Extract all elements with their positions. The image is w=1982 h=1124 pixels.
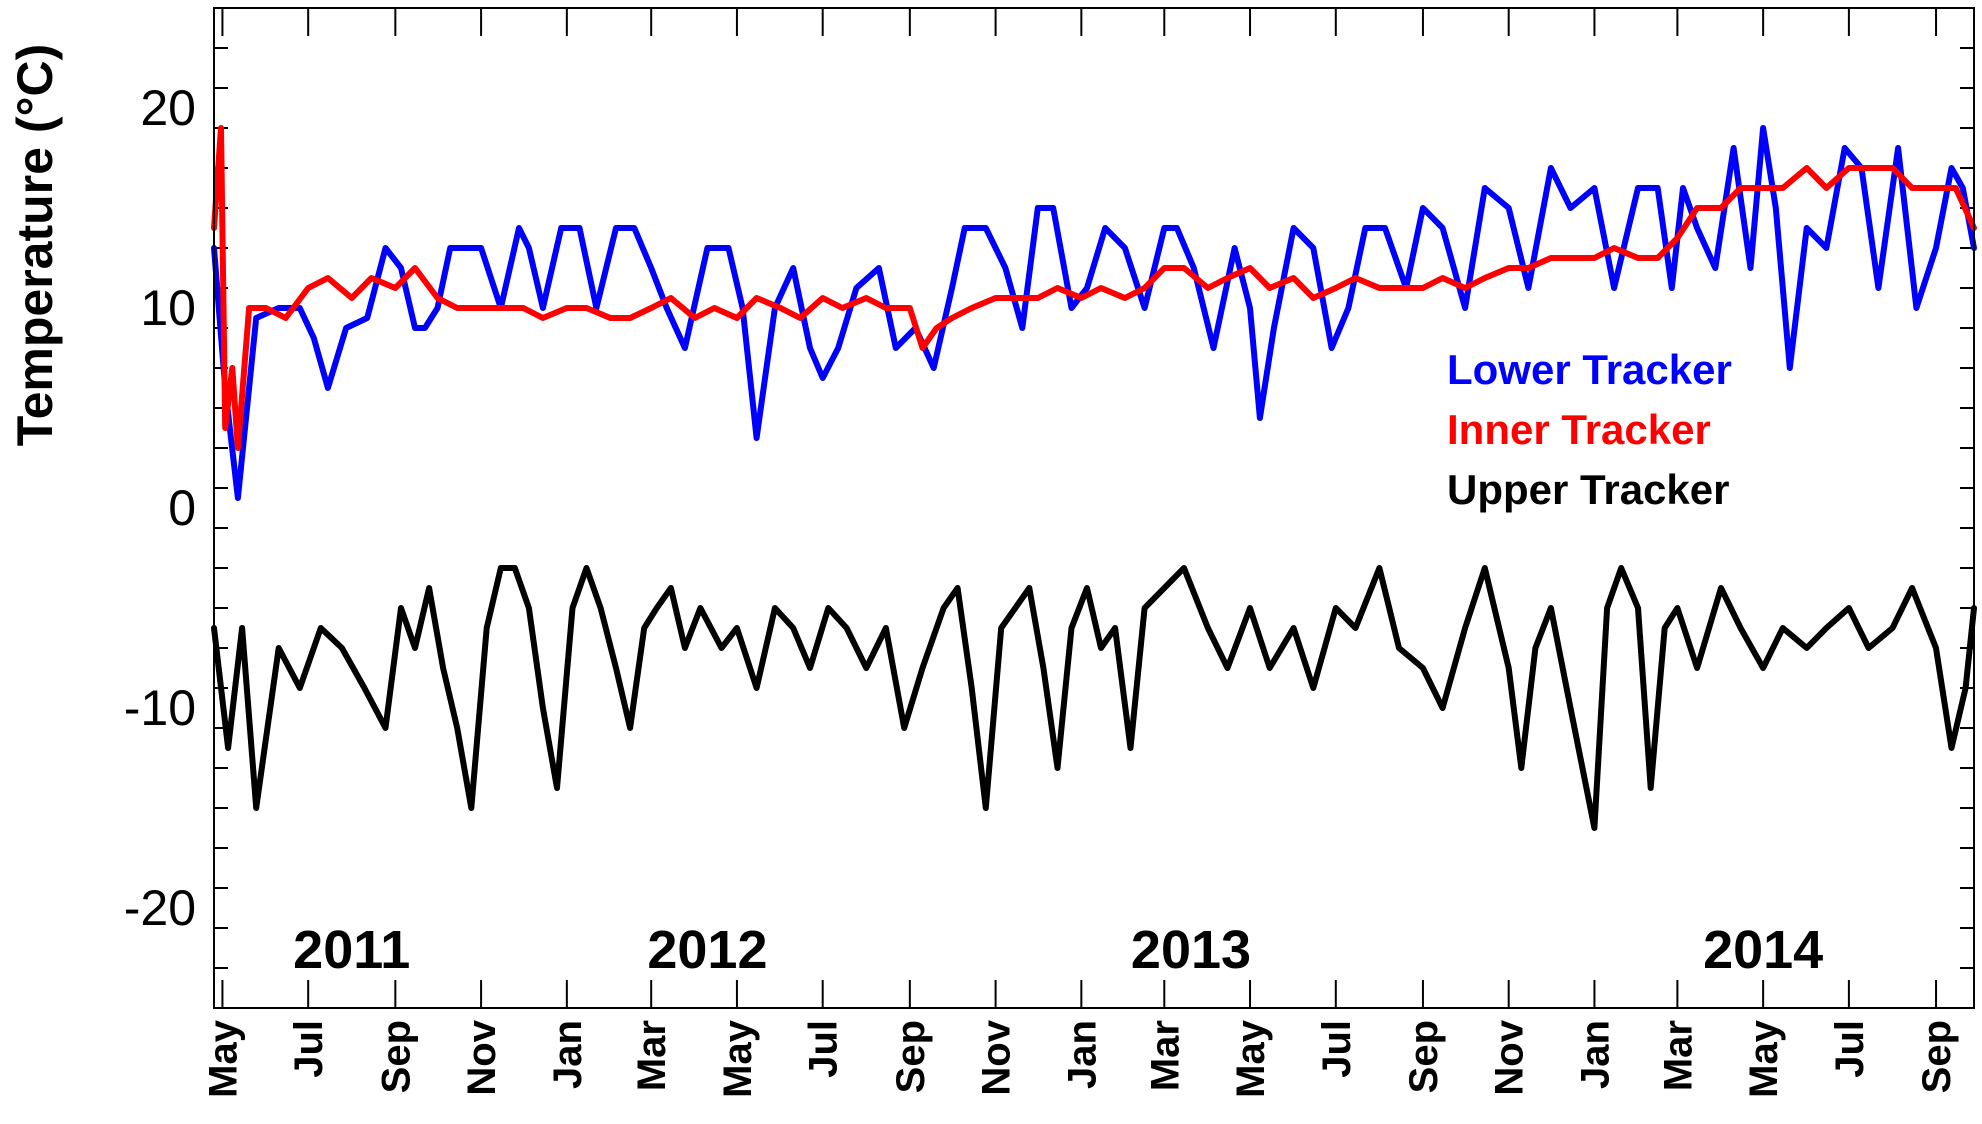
x-tick-label: Jan bbox=[1573, 1020, 1617, 1089]
x-tick-label: Jul bbox=[802, 1020, 846, 1078]
x-tick-label: May bbox=[1229, 1019, 1273, 1098]
series-layer bbox=[211, 125, 1977, 831]
series-line bbox=[211, 125, 1977, 451]
y-tick-label: 10 bbox=[140, 280, 196, 336]
series-line bbox=[211, 125, 1977, 501]
x-tick-label: Sep bbox=[1402, 1020, 1446, 1093]
year-label: 2011 bbox=[293, 920, 410, 980]
year-label: 2014 bbox=[1703, 920, 1823, 980]
legend-entry: Lower Tracker bbox=[1447, 346, 1732, 393]
x-tick-label: Jul bbox=[1315, 1020, 1359, 1078]
series-line bbox=[211, 565, 1977, 831]
x-tick-label: Mar bbox=[1143, 1020, 1187, 1091]
y-axis-label-group: Temperature (°C) bbox=[7, 44, 63, 446]
x-tick-label: Jan bbox=[546, 1020, 590, 1089]
plot-frame bbox=[213, 7, 1975, 1009]
x-tick-label: Nov bbox=[460, 1019, 504, 1095]
year-labels: 2011 2012 2013 2014 bbox=[293, 920, 1823, 980]
x-tick-label: Nov bbox=[1488, 1019, 1532, 1095]
y-tick-labels: 20 10 0 -10 -20 bbox=[124, 80, 196, 936]
x-tick-label: Mar bbox=[630, 1020, 674, 1091]
x-tick-label: Jul bbox=[1828, 1020, 1872, 1078]
legend-entry: Upper Tracker bbox=[1447, 466, 1729, 513]
x-tick-label: May bbox=[716, 1019, 760, 1098]
x-tick-label: Nov bbox=[975, 1019, 1019, 1095]
y-tick-label: -10 bbox=[124, 680, 196, 736]
x-tick-label: Sep bbox=[374, 1020, 418, 1093]
year-label: 2012 bbox=[647, 920, 767, 980]
y-tick-label: -20 bbox=[124, 880, 196, 936]
legend: Lower Tracker Inner Tracker Upper Tracker bbox=[1447, 346, 1732, 513]
y-tick-label: 0 bbox=[168, 480, 196, 536]
x-tick-label: Sep bbox=[1915, 1020, 1959, 1093]
x-tick-label: Jul bbox=[287, 1020, 331, 1078]
x-tick-label: Sep bbox=[889, 1020, 933, 1093]
x-tick-labels: May Jul Sep Nov Jan Mar May Jul Sep Nov Jan Mar May J… bbox=[201, 1019, 1959, 1098]
legend-entry: Inner Tracker bbox=[1447, 406, 1711, 453]
y-axis-label: Temperature (°C) bbox=[7, 44, 63, 446]
x-tick-label: May bbox=[1742, 1019, 1786, 1098]
y-tick-label: 20 bbox=[140, 80, 196, 136]
year-label: 2013 bbox=[1131, 920, 1251, 980]
x-tick-label: Jan bbox=[1060, 1020, 1104, 1089]
x-tick-label: Mar bbox=[1656, 1020, 1700, 1091]
x-tick-label: May bbox=[201, 1019, 245, 1098]
